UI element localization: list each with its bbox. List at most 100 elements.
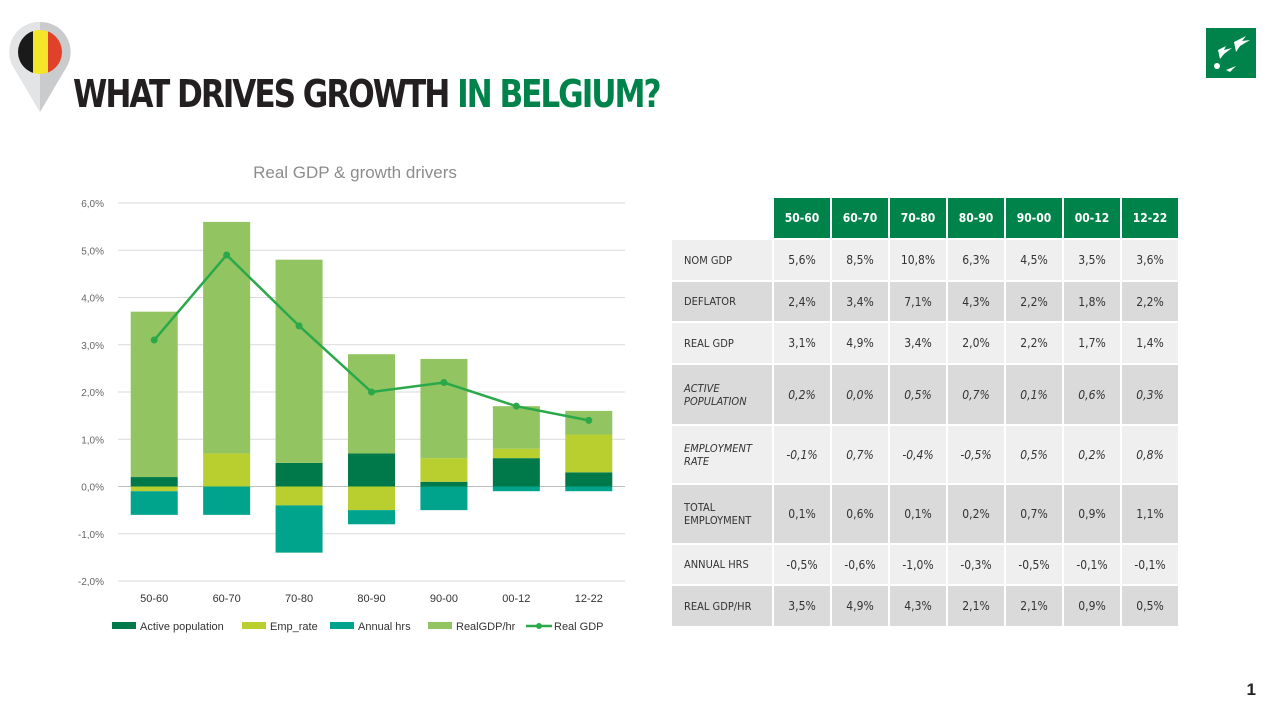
table-row: REAL GDP/HR 3,5% 4,9% 4,3% 2,1% 2,1% 0,9% 0,5% <box>670 584 1180 628</box>
table-cell: -1,0% <box>888 543 948 586</box>
table-cell: 2,1% <box>946 584 1006 628</box>
bar-realgdp-hr-00-12 <box>492 406 540 449</box>
table-row: EMPLOYMENT RATE -0,1% 0,7% -0,4% -0,5% 0,5% 0,… <box>670 424 1180 485</box>
bar-realgdp-hr-50-60 <box>130 311 178 478</box>
bar-annual-hrs-60-70 <box>203 486 251 515</box>
column-header: 90-00 <box>1004 196 1064 240</box>
table-cell: 0,7% <box>830 424 890 485</box>
table-row: NOM GDP 5,6% 8,5% 10,8% 6,3% 4,5% 3,5% 3,6% <box>670 238 1180 282</box>
column-header: 00-12 <box>1062 196 1122 240</box>
bar-emp-rate-90-00 <box>420 458 468 482</box>
table-cell: 0,8% <box>1120 424 1180 485</box>
y-tick-label: 6,0% <box>81 199 104 210</box>
y-tick-label: 5,0% <box>81 246 104 257</box>
table-cell: 8,5% <box>830 238 890 282</box>
growth-drivers-chart: Real GDP & growth drivers 6,0% 5,0% 4,0% 3,… <box>78 163 625 633</box>
real-gdp-point <box>150 336 158 344</box>
table-cell: 0,6% <box>1062 363 1122 426</box>
table-cell: -0,1% <box>1062 543 1122 586</box>
table-cell: 2,2% <box>1120 280 1180 323</box>
table-cell: 0,1% <box>1004 363 1064 426</box>
table-cell: 0,1% <box>888 483 948 545</box>
table-cell: 0,7% <box>946 363 1006 426</box>
x-tick-label: 12-22 <box>575 593 603 605</box>
column-header: 50-60 <box>772 196 832 240</box>
real-gdp-point <box>295 322 303 330</box>
bar-active-population-12-22 <box>565 472 613 487</box>
legend-label: Real GDP <box>554 621 604 633</box>
chart-title: Real GDP & growth drivers <box>253 163 457 182</box>
table-cell: 7,1% <box>888 280 948 323</box>
table-cell: 4,3% <box>946 280 1006 323</box>
bar-emp-rate-80-90 <box>348 486 395 511</box>
table-cell: 4,3% <box>888 584 948 628</box>
x-tick-label: 80-90 <box>357 593 385 605</box>
table-cell: 3,5% <box>1062 238 1122 282</box>
table-cell: 0,5% <box>888 363 948 426</box>
x-tick-label: 90-00 <box>430 593 458 605</box>
y-tick-label: -2,0% <box>78 577 104 588</box>
bar-annual-hrs-70-80 <box>275 505 323 553</box>
table-cell: 3,6% <box>1120 238 1180 282</box>
y-tick-label: -1,0% <box>78 530 104 541</box>
table-cell: -0,3% <box>946 543 1006 586</box>
table-cell: -0,4% <box>888 424 948 485</box>
row-label: NOM GDP <box>670 238 774 282</box>
table-cell: 0,3% <box>1120 363 1180 426</box>
y-tick-label: 4,0% <box>81 294 104 305</box>
legend-label: Annual hrs <box>358 621 411 633</box>
bar-emp-rate-70-80 <box>275 486 323 506</box>
bar-active-population-50-60 <box>130 477 178 487</box>
table-cell: 0,7% <box>1004 483 1064 545</box>
table-cell: 3,1% <box>772 321 832 365</box>
legend-swatch <box>330 622 354 629</box>
bank-logo <box>1206 28 1256 78</box>
table-cell: 6,3% <box>946 238 1006 282</box>
table-row: DEFLATOR 2,4% 3,4% 7,1% 4,3% 2,2% 1,8% 2,2% <box>670 280 1180 323</box>
table-cell: 1,8% <box>1062 280 1122 323</box>
bar-annual-hrs-90-00 <box>420 486 468 511</box>
table-cell: 2,0% <box>946 321 1006 365</box>
page-title: WHAT DRIVES GROWTH IN BELGIUM? <box>73 72 662 116</box>
row-label: REAL GDP/HR <box>670 584 774 628</box>
x-tick-label: 60-70 <box>213 593 241 605</box>
row-label: EMPLOYMENT RATE <box>670 424 774 485</box>
table-cell: 0,5% <box>1120 584 1180 628</box>
table-cell: 1,4% <box>1120 321 1180 365</box>
row-label: ACTIVE POPULATION <box>670 363 774 426</box>
table-cell: 2,1% <box>1004 584 1064 628</box>
y-tick-label: 0,0% <box>81 483 104 494</box>
legend-swatch <box>242 622 266 629</box>
table-cell: 0,9% <box>1062 584 1122 628</box>
table-cell: 3,4% <box>830 280 890 323</box>
bar-active-population-00-12 <box>492 458 540 487</box>
real-gdp-point <box>223 251 231 259</box>
legend-label: Active population <box>140 621 224 633</box>
corner-cell <box>670 196 774 240</box>
table-cell: 0,2% <box>772 363 832 426</box>
table-cell: 2,2% <box>1004 280 1064 323</box>
table-cell: 4,5% <box>1004 238 1064 282</box>
bar-active-population-90-00 <box>420 481 468 487</box>
column-header: 60-70 <box>830 196 890 240</box>
row-label: DEFLATOR <box>670 280 774 323</box>
real-gdp-point <box>368 388 375 396</box>
table-cell: 1,7% <box>1062 321 1122 365</box>
table-cell: 1,1% <box>1120 483 1180 545</box>
table-cell: 4,9% <box>830 584 890 628</box>
legend-label: RealGDP/hr <box>456 621 516 633</box>
table-cell: 0,0% <box>830 363 890 426</box>
table-row: ANNUAL HRS -0,5% -0,6% -1,0% -0,3% -0,5% -0,1%… <box>670 543 1180 586</box>
bar-realgdp-hr-70-80 <box>275 259 323 463</box>
page-number: 1 <box>1246 680 1256 699</box>
row-label: REAL GDP <box>670 321 774 365</box>
bar-active-population-80-90 <box>348 453 395 487</box>
table-cell: -0,1% <box>772 424 832 485</box>
table-cell: 2,2% <box>1004 321 1064 365</box>
bar-annual-hrs-80-90 <box>348 510 395 525</box>
real-gdp-point <box>512 402 520 410</box>
legend-swatch <box>112 622 136 629</box>
column-header: 12-22 <box>1120 196 1180 240</box>
bar-emp-rate-00-12 <box>492 448 540 459</box>
bar-emp-rate-50-60 <box>130 486 178 492</box>
